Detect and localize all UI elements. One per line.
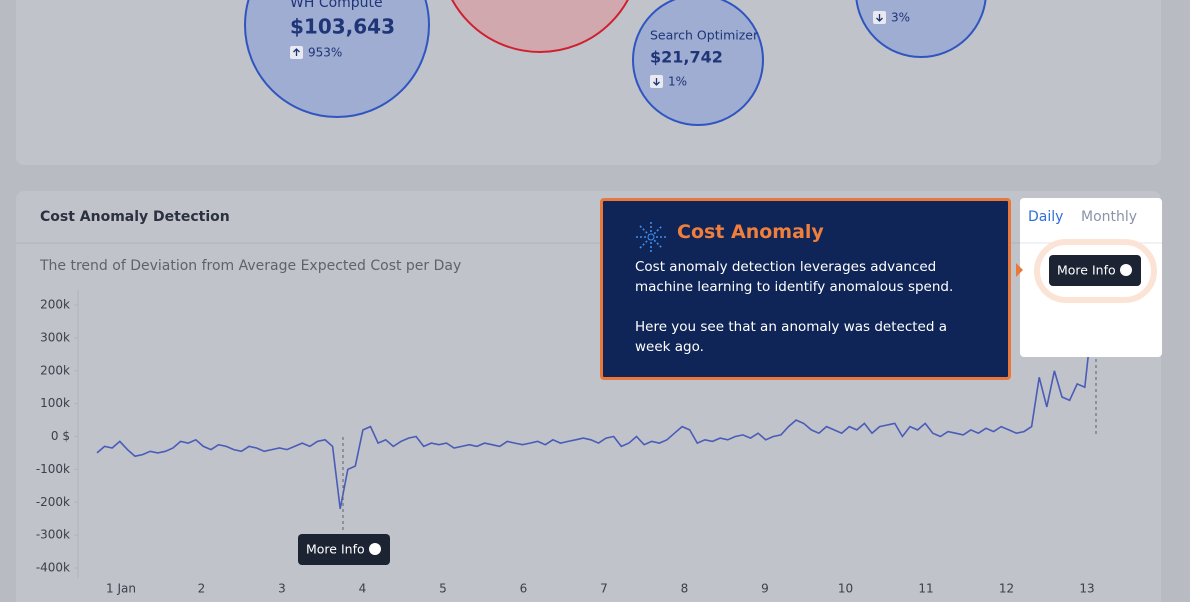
bubble-amount: $103,643	[290, 15, 395, 39]
panel-subtitle: The trend of Deviation from Average Expe…	[39, 258, 461, 274]
y-tick-label: -200k	[36, 495, 70, 509]
y-tick-label: -400k	[36, 561, 70, 575]
bubble[interactable]	[244, 0, 430, 118]
x-tick-label: 11	[918, 582, 933, 596]
panel-title: Cost Anomaly Detection	[40, 209, 230, 225]
bubble-change: 953%	[308, 46, 342, 60]
bubble[interactable]	[855, 0, 987, 58]
x-tick-label: 7	[600, 582, 608, 596]
x-tick-label: 9	[761, 582, 769, 596]
more-info-button[interactable]	[298, 534, 390, 565]
bubble-amount: $21,742	[650, 48, 723, 67]
y-tick-label: 200k	[40, 363, 70, 377]
x-tick-label: 12	[999, 582, 1014, 596]
y-tick-label: 0 $	[51, 429, 70, 443]
tooltip-icon	[636, 222, 666, 252]
x-tick-label: 2	[198, 582, 206, 596]
tooltip-text: Here you see that an anomaly was detecte…	[635, 319, 947, 355]
y-tick-label: -300k	[36, 528, 70, 542]
bubble-label: Search Optimizer	[650, 28, 759, 43]
x-tick-label: 5	[439, 582, 447, 596]
bubble-label: WH Compute	[290, 0, 383, 11]
x-tick-label: 3	[278, 582, 286, 596]
tooltip-title: Cost Anomaly	[677, 221, 824, 243]
more-info-button[interactable]	[1049, 255, 1141, 286]
x-tick-label: 4	[359, 582, 367, 596]
bubble-change: 3%	[891, 11, 910, 25]
bubble[interactable]	[632, 0, 764, 126]
x-tick-label: 10	[838, 582, 853, 596]
y-tick-label: 300k	[40, 330, 70, 344]
y-tick-label: -100k	[36, 462, 70, 476]
x-tick-label: 6	[520, 582, 528, 596]
bubble-change: 1%	[668, 75, 687, 89]
bubble[interactable]	[440, 0, 640, 53]
y-tick-label: 200k	[40, 298, 70, 312]
x-tick-label: 8	[681, 582, 689, 596]
x-tick-label: 13	[1079, 582, 1094, 596]
tooltip-text: Cost anomaly detection leverages advance…	[635, 259, 954, 295]
y-tick-label: 100k	[40, 396, 70, 410]
tooltip: Cost Anomaly Cost anomaly detection leve…	[600, 198, 1011, 380]
tab-monthly[interactable]: Monthly	[1081, 209, 1137, 225]
x-tick-label: 1 Jan	[106, 582, 136, 596]
button-label: More Info	[1057, 263, 1116, 278]
tab-daily[interactable]: Daily	[1028, 209, 1063, 225]
button-label: More Info	[306, 542, 365, 557]
focus-ring	[1034, 239, 1157, 303]
trend-line	[96, 317, 1101, 509]
